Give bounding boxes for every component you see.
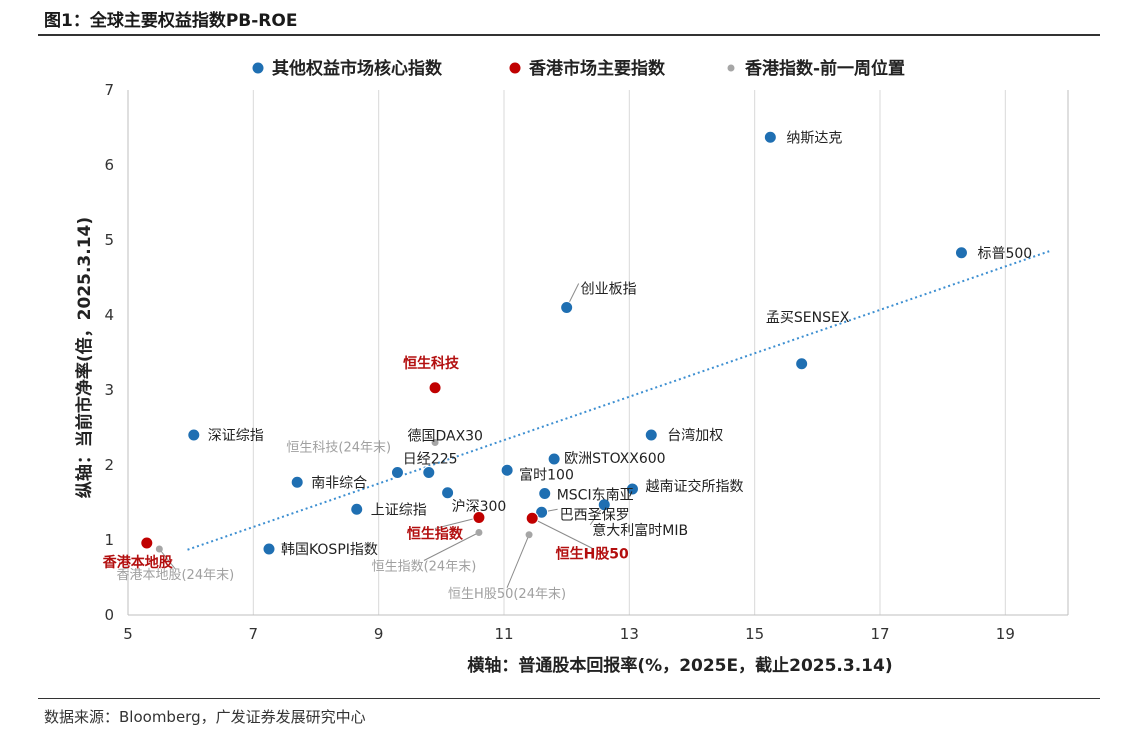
label-台湾加权: 台湾加权 — [667, 427, 723, 444]
label-孟买sensex: 孟买SENSEX — [766, 310, 850, 326]
point-恒生科技24年末 — [431, 439, 439, 446]
x-tick-label: 5 — [123, 625, 133, 643]
label-恒生指数: 恒生指数 — [407, 526, 464, 543]
y-tick-label: 0 — [104, 606, 114, 624]
point-香港本地股24年末 — [155, 545, 163, 553]
label-深证综指: 深证综指 — [208, 428, 264, 444]
point-沪深300 — [441, 486, 455, 500]
point-富时100 — [500, 463, 514, 477]
label-意大利富时mib: 意大利富时MIB — [592, 522, 688, 539]
label-纳斯达克: 纳斯达克 — [786, 130, 842, 146]
point-意大利富时mib — [597, 498, 611, 512]
label-msci东南亚: MSCI东南亚 — [557, 488, 634, 504]
point-越南证交所指数 — [625, 482, 639, 496]
point-南非综合 — [290, 475, 304, 489]
point-恒生指数24年末 — [475, 529, 483, 536]
label-标普500: 标普500 — [977, 246, 1032, 262]
point-韩国kospi指数 — [262, 542, 276, 556]
y-tick-label: 3 — [104, 381, 114, 399]
x-tick-label: 11 — [494, 625, 513, 643]
legend-label-hk: 香港市场主要指数 — [529, 58, 666, 79]
label-恒生指数24年末: 恒生指数(24年末) — [372, 560, 477, 575]
leader-恒生h股50 — [531, 517, 593, 549]
label-南非综合: 南非综合 — [311, 475, 367, 491]
label-上证综指: 上证综指 — [371, 502, 427, 518]
point-恒生h股5024年末 — [525, 531, 533, 539]
data-points — [140, 130, 968, 556]
point-创业板指 — [560, 301, 574, 314]
point-标普500 — [954, 246, 968, 260]
label-巴西圣保罗: 巴西圣保罗 — [560, 507, 630, 523]
leader-恒生指数24年末 — [423, 532, 480, 561]
grid — [127, 90, 1006, 615]
y-axis-title: 纵轴：当前市净率(倍，2025.3.14) — [74, 217, 95, 498]
label-欧洲stoxx600: 欧洲STOXX600 — [564, 451, 665, 467]
x-axis-title: 横轴：普通股本回报率(%，2025E，截止2025.3.14) — [467, 655, 892, 676]
y-tick-label: 5 — [104, 231, 114, 249]
leader-香港本地股24年末 — [158, 548, 176, 570]
point-恒生h股50 — [525, 511, 539, 525]
trendline — [187, 250, 1050, 551]
point-孟买sensex — [795, 357, 809, 371]
point-欧洲stoxx600 — [547, 452, 561, 466]
label-越南证交所指数: 越南证交所指数 — [645, 478, 743, 495]
y-tick-label: 2 — [104, 456, 114, 474]
point-深证综指 — [187, 428, 201, 442]
leader-恒生指数 — [434, 517, 480, 529]
point-巴西圣保罗 — [535, 505, 549, 519]
legend-label-prev: 香港指数-前一周位置 — [745, 58, 905, 79]
x-tick-label: 7 — [249, 625, 259, 643]
label-香港本地股24年末: 香港本地股(24年末) — [116, 568, 234, 583]
label-日经225: 日经225 — [403, 452, 458, 468]
label-创业板指: 创业板指 — [581, 282, 637, 298]
pb-roe-scatter-chart: 其他权益市场核心指数 香港市场主要指数 香港指数-前一周位置 5 7 9 11 13 15 17… — [74, 58, 1069, 676]
point-恒生指数 — [472, 511, 486, 524]
figure-title: 图1：全球主要权益指数PB-ROE — [44, 11, 298, 31]
label-德国dax30: 德国DAX30 — [407, 429, 483, 445]
y-tick-label: 6 — [104, 156, 114, 174]
bottom-rule — [38, 698, 1100, 699]
x-tick-label: 13 — [620, 625, 639, 643]
point-日经225 — [422, 466, 436, 479]
y-tick-label: 7 — [104, 81, 114, 99]
leader-恒生h股5024年末 — [506, 534, 530, 588]
x-tick-label: 17 — [870, 625, 889, 643]
source-note: 数据来源：Bloomberg，广发证券发展研究中心 — [44, 708, 366, 726]
legend-marker-hk — [509, 62, 521, 74]
point-纳斯达克 — [763, 130, 777, 144]
legend-marker-prev — [727, 64, 735, 72]
y-tick-label: 4 — [104, 306, 114, 324]
top-rule — [38, 34, 1100, 36]
legend: 其他权益市场核心指数 香港市场主要指数 香港指数-前一周位置 — [252, 58, 905, 79]
point-德国dax30 — [390, 466, 404, 479]
label-恒生h股5024年末: 恒生H股50(24年末) — [448, 587, 566, 602]
x-tick-label: 9 — [374, 625, 384, 643]
point-台湾加权 — [644, 428, 658, 442]
point-恒生科技 — [428, 381, 442, 395]
axes: 5 7 9 11 13 15 17 19 0 1 2 3 4 5 6 7 横轴：普通股本回报率(%，2025E，… — [74, 81, 1069, 676]
x-tick-label: 15 — [745, 625, 764, 643]
label-恒生h股50: 恒生H股50 — [556, 545, 629, 562]
point-香港本地股 — [140, 536, 154, 550]
point-msci东南亚 — [538, 487, 552, 500]
label-恒生科技: 恒生科技 — [403, 355, 460, 372]
legend-label-other: 其他权益市场核心指数 — [272, 58, 443, 79]
legend-marker-other — [252, 62, 264, 74]
label-富时100: 富时100 — [519, 466, 574, 483]
y-tick-label: 1 — [104, 531, 114, 549]
x-tick-label: 19 — [996, 625, 1015, 643]
label-韩国kospi指数: 韩国KOSPI指数 — [281, 542, 378, 558]
trendline-dotted — [187, 250, 1050, 551]
label-恒生科技24年末: 恒生科技(24年末) — [286, 441, 391, 456]
point-上证综指 — [350, 502, 364, 516]
label-香港本地股: 香港本地股 — [102, 554, 174, 571]
label-沪深300: 沪深300 — [452, 499, 507, 515]
